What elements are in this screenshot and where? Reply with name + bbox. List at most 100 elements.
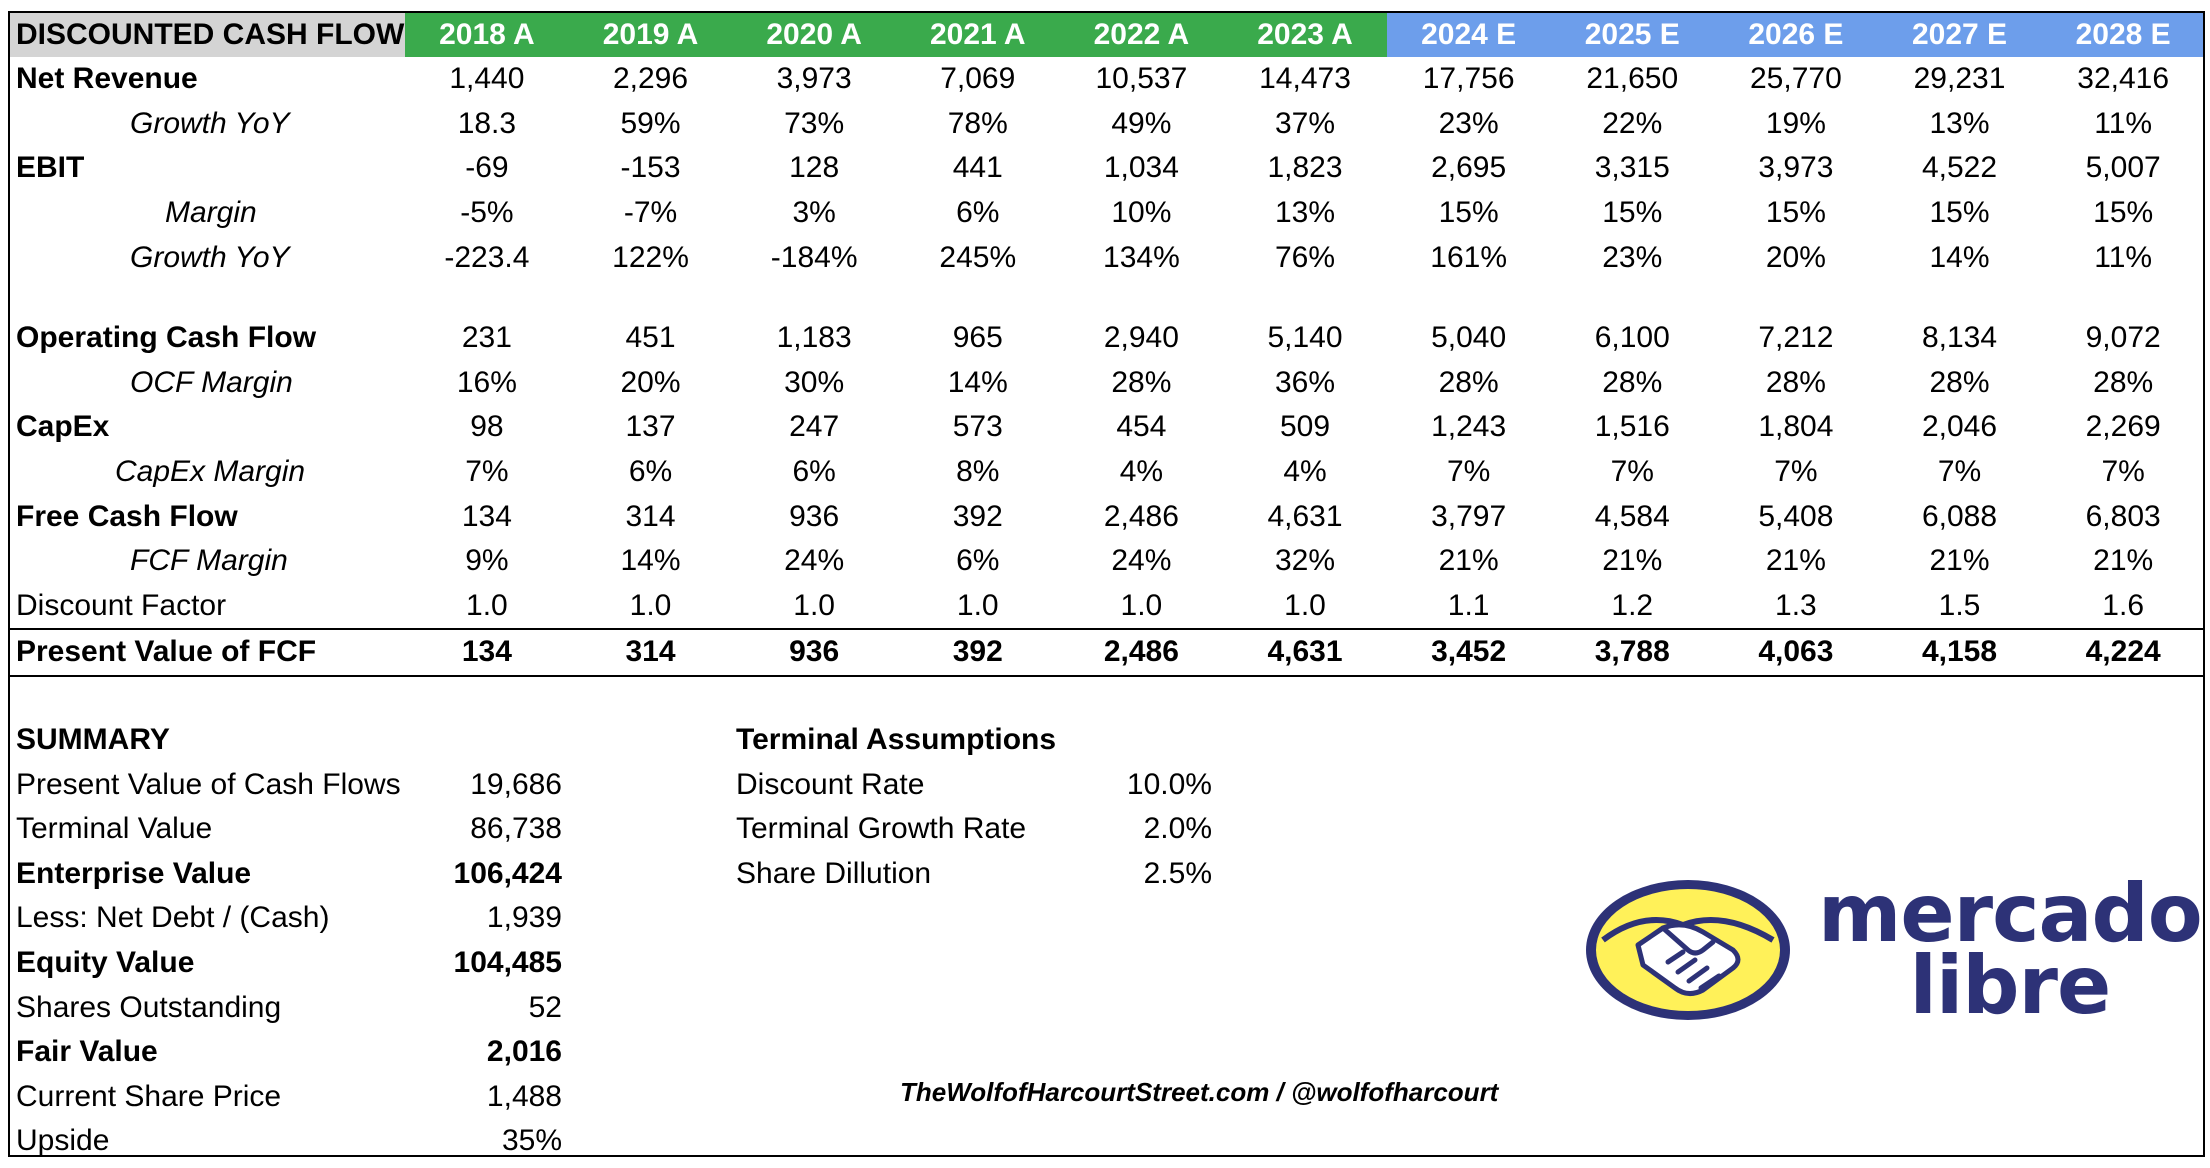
year-header: 2028 E bbox=[2041, 13, 2205, 57]
table-cell: 1.0 bbox=[1120, 588, 1163, 622]
table-cell bbox=[1878, 280, 2042, 316]
table-cell: 13% bbox=[1929, 106, 1990, 140]
year-header: 2027 E bbox=[1877, 13, 2042, 57]
table-cell: 15% bbox=[1602, 196, 1663, 230]
table-cell: 15% bbox=[1929, 196, 1990, 230]
terminal-row: Terminal Growth Rate 2.0% bbox=[736, 806, 1226, 851]
table-cell: 2,269 bbox=[2085, 410, 2161, 444]
table-cell: 134 bbox=[405, 628, 569, 677]
summary-label: Shares Outstanding bbox=[16, 990, 282, 1024]
table-cell: 509 bbox=[1279, 410, 1331, 444]
table-row bbox=[10, 280, 2205, 316]
table-cell bbox=[732, 280, 896, 316]
table-cell bbox=[1223, 280, 1387, 316]
table-cell: -7% bbox=[623, 196, 678, 230]
table-cell: 21% bbox=[1602, 544, 1663, 578]
table-cell: 17,756 bbox=[1422, 62, 1515, 96]
table-cell: 8% bbox=[956, 455, 1000, 489]
row-label bbox=[10, 280, 405, 316]
table-cell: 36% bbox=[1274, 365, 1336, 399]
summary-row: Fair Value 2,016 bbox=[16, 1029, 576, 1074]
year-header: 2021 A bbox=[895, 13, 1060, 57]
table-cell: 14% bbox=[947, 365, 1008, 399]
table-cell: 1,440 bbox=[449, 62, 525, 96]
summary-value: 86,738 bbox=[470, 812, 562, 846]
summary-value: 2.5% bbox=[1143, 856, 1212, 890]
logo-line-1: mercado bbox=[1818, 867, 2203, 960]
table-cell: 1,034 bbox=[1103, 151, 1179, 185]
summary-value: 2,016 bbox=[486, 1035, 562, 1069]
table-cell: 21,650 bbox=[1586, 62, 1679, 96]
terminal-assumptions-section: Terminal Assumptions Discount Rate 10.0% T… bbox=[736, 717, 1226, 895]
table-cell: 78% bbox=[947, 106, 1008, 140]
summary-label: Terminal Value bbox=[16, 812, 213, 846]
table-cell: 7% bbox=[2101, 455, 2145, 489]
table-cell: 9% bbox=[465, 544, 509, 578]
table-cell: 16% bbox=[456, 365, 517, 399]
row-label: Operating Cash Flow bbox=[16, 321, 317, 355]
table-cell: 1.0 bbox=[629, 588, 672, 622]
table-cell: 25,770 bbox=[1750, 62, 1842, 96]
table-cell: 936 bbox=[732, 628, 896, 677]
table-cell: 6,088 bbox=[1921, 499, 1998, 533]
table-cell: 6% bbox=[956, 196, 1000, 230]
table-cell: 7% bbox=[1446, 455, 1491, 489]
table-cell: 936 bbox=[789, 499, 840, 533]
summary-title: SUMMARY bbox=[16, 723, 170, 756]
table-cell: 1,183 bbox=[776, 321, 852, 355]
table-cell: 20% bbox=[1765, 240, 1826, 274]
table-cell: 4% bbox=[1119, 455, 1164, 489]
terminal-title: Terminal Assumptions bbox=[736, 723, 1057, 756]
summary-label: Terminal Growth Rate bbox=[736, 812, 1027, 846]
table-cell: 128 bbox=[789, 151, 840, 185]
table-cell: 28% bbox=[1929, 365, 1990, 399]
table-cell: 21% bbox=[2093, 544, 2154, 578]
summary-value: 104,485 bbox=[453, 945, 562, 979]
table-cell: 245% bbox=[939, 240, 1017, 274]
table-cell: 24% bbox=[784, 544, 845, 578]
row-label: EBIT bbox=[16, 151, 85, 185]
table-cell: 7% bbox=[1937, 455, 1982, 489]
table-cell: 30% bbox=[784, 365, 845, 399]
table-cell: 392 bbox=[952, 499, 1003, 533]
table-cell: 23% bbox=[1602, 240, 1663, 274]
row-label: Free Cash Flow bbox=[16, 499, 238, 533]
year-header: 2024 E bbox=[1386, 13, 1551, 57]
table-cell: 161% bbox=[1430, 240, 1507, 274]
table-title: DISCOUNTED CASH FLOW bbox=[10, 13, 406, 57]
table-cell: 4,631 bbox=[1223, 628, 1387, 677]
table-cell: 1,243 bbox=[1431, 410, 1507, 444]
table-cell: 24% bbox=[1111, 544, 1172, 578]
summary-value: 19,686 bbox=[470, 767, 562, 801]
table-cell: 11% bbox=[2094, 240, 2153, 274]
table-cell: 28% bbox=[1765, 365, 1826, 399]
table-cell: 5,140 bbox=[1267, 321, 1343, 355]
table-cell: 3,315 bbox=[1594, 151, 1670, 185]
table-row: Discount Factor 1.0 1.0 1.0 1.0 1.0 1.0 1.1 1.2 1… bbox=[10, 584, 2205, 630]
year-header: 2018 A bbox=[405, 13, 569, 57]
table-cell: 10% bbox=[1111, 196, 1172, 230]
table-cell: 32% bbox=[1274, 544, 1336, 578]
table-cell: 6% bbox=[956, 544, 1000, 578]
row-label: Margin bbox=[165, 196, 257, 230]
summary-label: Upside bbox=[16, 1124, 110, 1158]
table-cell: 441 bbox=[952, 151, 1003, 185]
table-cell: 573 bbox=[952, 410, 1003, 444]
table-cell: -184% bbox=[770, 240, 858, 274]
row-label: Growth YoY bbox=[130, 106, 290, 140]
row-label: OCF Margin bbox=[130, 365, 293, 399]
footer-credit: TheWolfofHarcourtStreet.com / @wolfofhar… bbox=[900, 1077, 1499, 1107]
summary-value: 106,424 bbox=[453, 856, 562, 890]
summary-label: Share Dillution bbox=[736, 856, 932, 890]
table-cell: 7% bbox=[465, 455, 509, 489]
summary-label: Less: Net Debt / (Cash) bbox=[16, 901, 330, 935]
table-cell: 5,040 bbox=[1431, 321, 1507, 355]
table-cell: 11% bbox=[2094, 106, 2153, 140]
table-cell bbox=[1550, 280, 1714, 316]
table-cell: 18.3 bbox=[457, 106, 517, 140]
table-row: Operating Cash Flow 231 451 1,183 965 2,940 5,… bbox=[10, 316, 2205, 361]
table-cell: 6% bbox=[628, 455, 673, 489]
table-cell: 3,797 bbox=[1431, 499, 1507, 533]
table-cell bbox=[896, 280, 1060, 316]
